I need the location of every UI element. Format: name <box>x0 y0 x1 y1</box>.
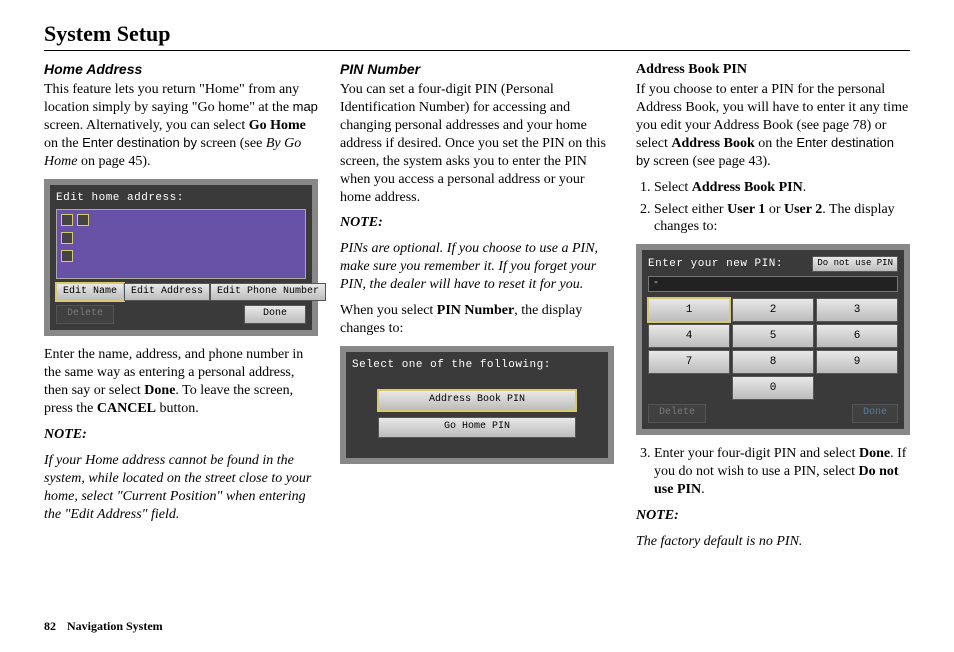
text: screen (see page 43). <box>650 154 771 169</box>
home-icon <box>77 214 89 226</box>
text: screen (see <box>197 136 266 151</box>
address-book-pin-heading: Address Book PIN <box>636 61 910 79</box>
home-address-heading: Home Address <box>44 61 318 79</box>
delete-button[interactable]: Delete <box>56 305 114 324</box>
note-body: If your Home address cannot be found in … <box>44 452 318 524</box>
page-number: 82 <box>44 619 56 633</box>
key-0[interactable]: 0 <box>732 376 814 400</box>
key-8[interactable]: 8 <box>732 350 814 374</box>
done-button[interactable]: Done <box>852 404 898 423</box>
step-2: Select either User 1 or User 2. The disp… <box>654 201 910 237</box>
note-body: PINs are optional. If you choose to use … <box>340 240 614 294</box>
pin-number-heading: PIN Number <box>340 61 614 79</box>
edit-address-button[interactable]: Edit Address <box>124 283 210 302</box>
key-5[interactable]: 5 <box>732 324 814 348</box>
pin-para1: You can set a four-digit PIN (Personal I… <box>340 81 614 206</box>
text: Select <box>654 180 692 195</box>
row-2 <box>61 232 301 244</box>
home-icon <box>61 232 73 244</box>
edit-name-button[interactable]: Edit Name <box>56 283 124 302</box>
select-pin-screenshot: Select one of the following: Address Boo… <box>340 346 614 464</box>
edit-home-screenshot: Edit home address: Edit Name Edit Addres… <box>44 179 318 337</box>
edit-buttons-row: Edit Name Edit Address Edit Phone Number <box>56 283 306 302</box>
user2-bold: User 2 <box>784 202 822 217</box>
marker-icon <box>61 214 73 226</box>
done-bold: Done <box>859 446 890 461</box>
abp-para1: If you choose to enter a PIN for the per… <box>636 81 910 171</box>
text: When you select <box>340 303 437 318</box>
note-label: NOTE: <box>340 214 614 232</box>
go-home-pin-button[interactable]: Go Home PIN <box>378 417 576 438</box>
address-list-area <box>56 209 306 279</box>
enter-pin-screenshot: Enter your new PIN: Do not use PIN - 1 2… <box>636 244 910 435</box>
go-home-bold: Go Home <box>249 118 306 133</box>
delete-button[interactable]: Delete <box>648 404 706 423</box>
map-word: map <box>293 99 318 114</box>
done-button[interactable]: Done <box>244 305 306 324</box>
page-footer: 82 Navigation System <box>44 619 163 634</box>
key-7[interactable]: 7 <box>648 350 730 374</box>
row-3 <box>61 250 301 262</box>
text: Select either <box>654 202 727 217</box>
home-address-para1: This feature lets you return "Home" from… <box>44 81 318 171</box>
key-2[interactable]: 2 <box>732 298 814 322</box>
text: on the <box>44 136 82 151</box>
step-1: Select Address Book PIN. <box>654 179 910 197</box>
addr-book-bold: Address Book <box>671 136 754 151</box>
note-label: NOTE: <box>44 426 318 444</box>
text: . <box>803 180 807 195</box>
text: . <box>701 482 705 497</box>
enter-dest: Enter destination by <box>82 135 197 150</box>
steps-list: Select Address Book PIN. Select either U… <box>636 179 910 237</box>
home-address-para2: Enter the name, address, and phone numbe… <box>44 346 318 418</box>
column-2: PIN Number You can set a four-digit PIN … <box>340 61 614 558</box>
shot-title: Enter your new PIN: <box>648 257 783 271</box>
user1-bold: User 1 <box>727 202 765 217</box>
abp-bold: Address Book PIN <box>692 180 803 195</box>
shot3-top: Enter your new PIN: Do not use PIN <box>648 256 898 272</box>
text: This feature lets you return "Home" from… <box>44 82 299 115</box>
address-book-pin-button[interactable]: Address Book PIN <box>378 390 576 411</box>
done-bold: Done <box>144 383 175 398</box>
pin-para2: When you select PIN Number, the display … <box>340 302 614 338</box>
steps-list-cont: Enter your four-digit PIN and select Don… <box>636 445 910 499</box>
cancel-bold: CANCEL <box>97 401 156 416</box>
column-1: Home Address This feature lets you retur… <box>44 61 318 558</box>
footer-label: Navigation System <box>67 619 163 633</box>
text: button. <box>156 401 199 416</box>
text: on page 45). <box>77 154 150 169</box>
note-body: The factory default is no PIN. <box>636 533 910 551</box>
text: Enter your four-digit PIN and select <box>654 446 859 461</box>
shot-footer: Delete Done <box>56 305 306 324</box>
text: or <box>765 202 784 217</box>
edit-phone-button[interactable]: Edit Phone Number <box>210 283 326 302</box>
note-label: NOTE: <box>636 507 910 525</box>
shot-title: Edit home address: <box>56 191 306 205</box>
column-3: Address Book PIN If you choose to enter … <box>636 61 910 558</box>
step-3: Enter your four-digit PIN and select Don… <box>654 445 910 499</box>
pin-number-bold: PIN Number <box>437 303 514 318</box>
shot-footer: Delete Done <box>648 404 898 423</box>
pin-display: - <box>648 276 898 292</box>
key-4[interactable]: 4 <box>648 324 730 348</box>
key-6[interactable]: 6 <box>816 324 898 348</box>
page-title: System Setup <box>44 20 910 51</box>
text: screen. Alternatively, you can select <box>44 118 249 133</box>
key-3[interactable]: 3 <box>816 298 898 322</box>
text: on the <box>755 136 797 151</box>
do-not-use-pin-button[interactable]: Do not use PIN <box>812 256 898 272</box>
keypad: 1 2 3 4 5 6 7 8 9 0 <box>648 298 898 400</box>
shot-title: Select one of the following: <box>352 358 602 372</box>
content-columns: Home Address This feature lets you retur… <box>44 61 910 558</box>
key-1[interactable]: 1 <box>648 298 730 322</box>
shot2-body: Address Book PIN Go Home PIN <box>352 376 602 452</box>
row-1 <box>61 214 301 226</box>
key-9[interactable]: 9 <box>816 350 898 374</box>
phone-icon <box>61 250 73 262</box>
